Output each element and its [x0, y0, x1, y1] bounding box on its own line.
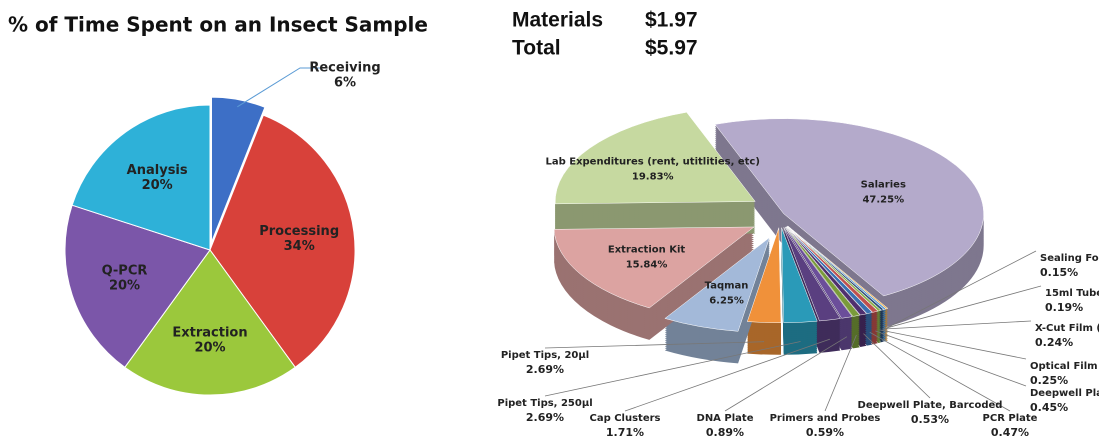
- slice-label: Taqman: [705, 281, 749, 292]
- slice-value-label: 6.25%: [709, 296, 744, 307]
- slice-value-label: 2.69%: [526, 411, 564, 424]
- leader-line: [879, 329, 1027, 360]
- slice-value-label: 20%: [142, 178, 173, 193]
- slice-label: Lab Expenditures (rent, utitlities, etc): [545, 156, 759, 167]
- slice-label: Q-PCR: [102, 263, 148, 278]
- leader-line: [824, 334, 857, 412]
- summary-label: Total: [512, 37, 561, 60]
- slice-label: Deepwell Plate, Barcoded: [858, 400, 1003, 411]
- leader-line: [624, 338, 831, 412]
- slice-value-label: 0.15%: [1040, 266, 1078, 279]
- leader-line: [869, 331, 1011, 412]
- leader-line: [875, 330, 1027, 387]
- summary-value: $1.97: [645, 9, 698, 32]
- slice-label: Processing: [259, 224, 339, 239]
- pie-slice: [785, 226, 868, 316]
- slice-value-label: 0.47%: [991, 426, 1029, 437]
- pie-slice: [124, 249, 296, 396]
- slice-value-label: 0.89%: [706, 426, 744, 437]
- leader-line: [884, 285, 1042, 329]
- pie-slice: [786, 226, 879, 313]
- pie-slice: [785, 226, 861, 317]
- slice-label: Extraction Kit: [608, 244, 686, 255]
- slice-value-label: 0.53%: [911, 413, 949, 426]
- slice-label: X-Cut Film (x2): [1035, 323, 1099, 334]
- slice-label: Optical Film: [1030, 361, 1098, 372]
- pie-slice: [781, 227, 818, 323]
- leader-line: [544, 341, 765, 349]
- slice-label: Pipet Tips, 20µl: [501, 350, 589, 361]
- slice-label: Analysis: [127, 163, 188, 178]
- pie-slice: [210, 96, 266, 243]
- slice-value-label: 0.25%: [1030, 374, 1068, 387]
- slice-label: Receiving: [309, 61, 380, 76]
- slice-value-label: 20%: [109, 278, 140, 293]
- pie-slice: [664, 236, 771, 332]
- slice-value-label: 0.19%: [1045, 301, 1083, 314]
- pie-slice: [555, 111, 756, 205]
- pie-labels: Salaries 47.25% Sealing Foil 0.15% 15ml Tube…: [497, 156, 1099, 439]
- leader-line: [237, 67, 322, 108]
- slice-value-label: 0.59%: [806, 426, 844, 437]
- slice-label: Deepwell Plate: [1030, 388, 1099, 399]
- slice-label: Salaries: [861, 180, 906, 191]
- pie-slice: [783, 227, 841, 322]
- slice-label: Pipet Tips, 250µl: [497, 398, 592, 409]
- slice-label: Primers and Probes: [770, 413, 881, 424]
- leader-line: [882, 320, 1032, 330]
- slice-value-label: 6%: [334, 76, 356, 91]
- slice-value-label: 19.83%: [632, 171, 674, 182]
- chart-title: % of Time Spent on an Insect Sample: [8, 13, 428, 37]
- slice-value-label: 2.69%: [526, 363, 564, 376]
- pie-slice: [553, 226, 755, 309]
- summary-value: $5.97: [645, 37, 698, 60]
- slice-value-label: 1.71%: [606, 426, 644, 437]
- pie-slice: [784, 227, 853, 319]
- pie-slice: [71, 104, 211, 251]
- pie-tops: [553, 111, 984, 332]
- pie-slice: [714, 118, 984, 297]
- slice-label: Extraction: [172, 325, 247, 340]
- pie-slice: [786, 226, 873, 314]
- slice-value-label: 34%: [284, 239, 315, 254]
- leader-line: [724, 336, 848, 412]
- pie-slice: [746, 227, 782, 324]
- slice-value-label: 47.25%: [862, 195, 904, 206]
- pie-slice: [209, 114, 356, 369]
- slice-label: DNA Plate: [697, 413, 754, 424]
- slice-label: PCR Plate: [983, 413, 1038, 424]
- slice-value-label: 0.45%: [1030, 401, 1068, 414]
- slice-value-label: 0.24%: [1035, 336, 1073, 349]
- slice-label: 15ml Tube: [1045, 288, 1099, 299]
- leader-line: [544, 341, 801, 397]
- slice-value-label: 20%: [194, 340, 225, 355]
- leader-line: [886, 250, 1037, 329]
- leader-line: [863, 333, 931, 399]
- pie-slice: [787, 226, 882, 312]
- slice-value-label: 15.84%: [626, 259, 668, 270]
- summary-label: Materials: [512, 9, 603, 32]
- slice-label: Sealing Foil: [1040, 253, 1099, 264]
- pie-slice: [64, 204, 211, 369]
- slice-label: Cap Clusters: [589, 413, 660, 424]
